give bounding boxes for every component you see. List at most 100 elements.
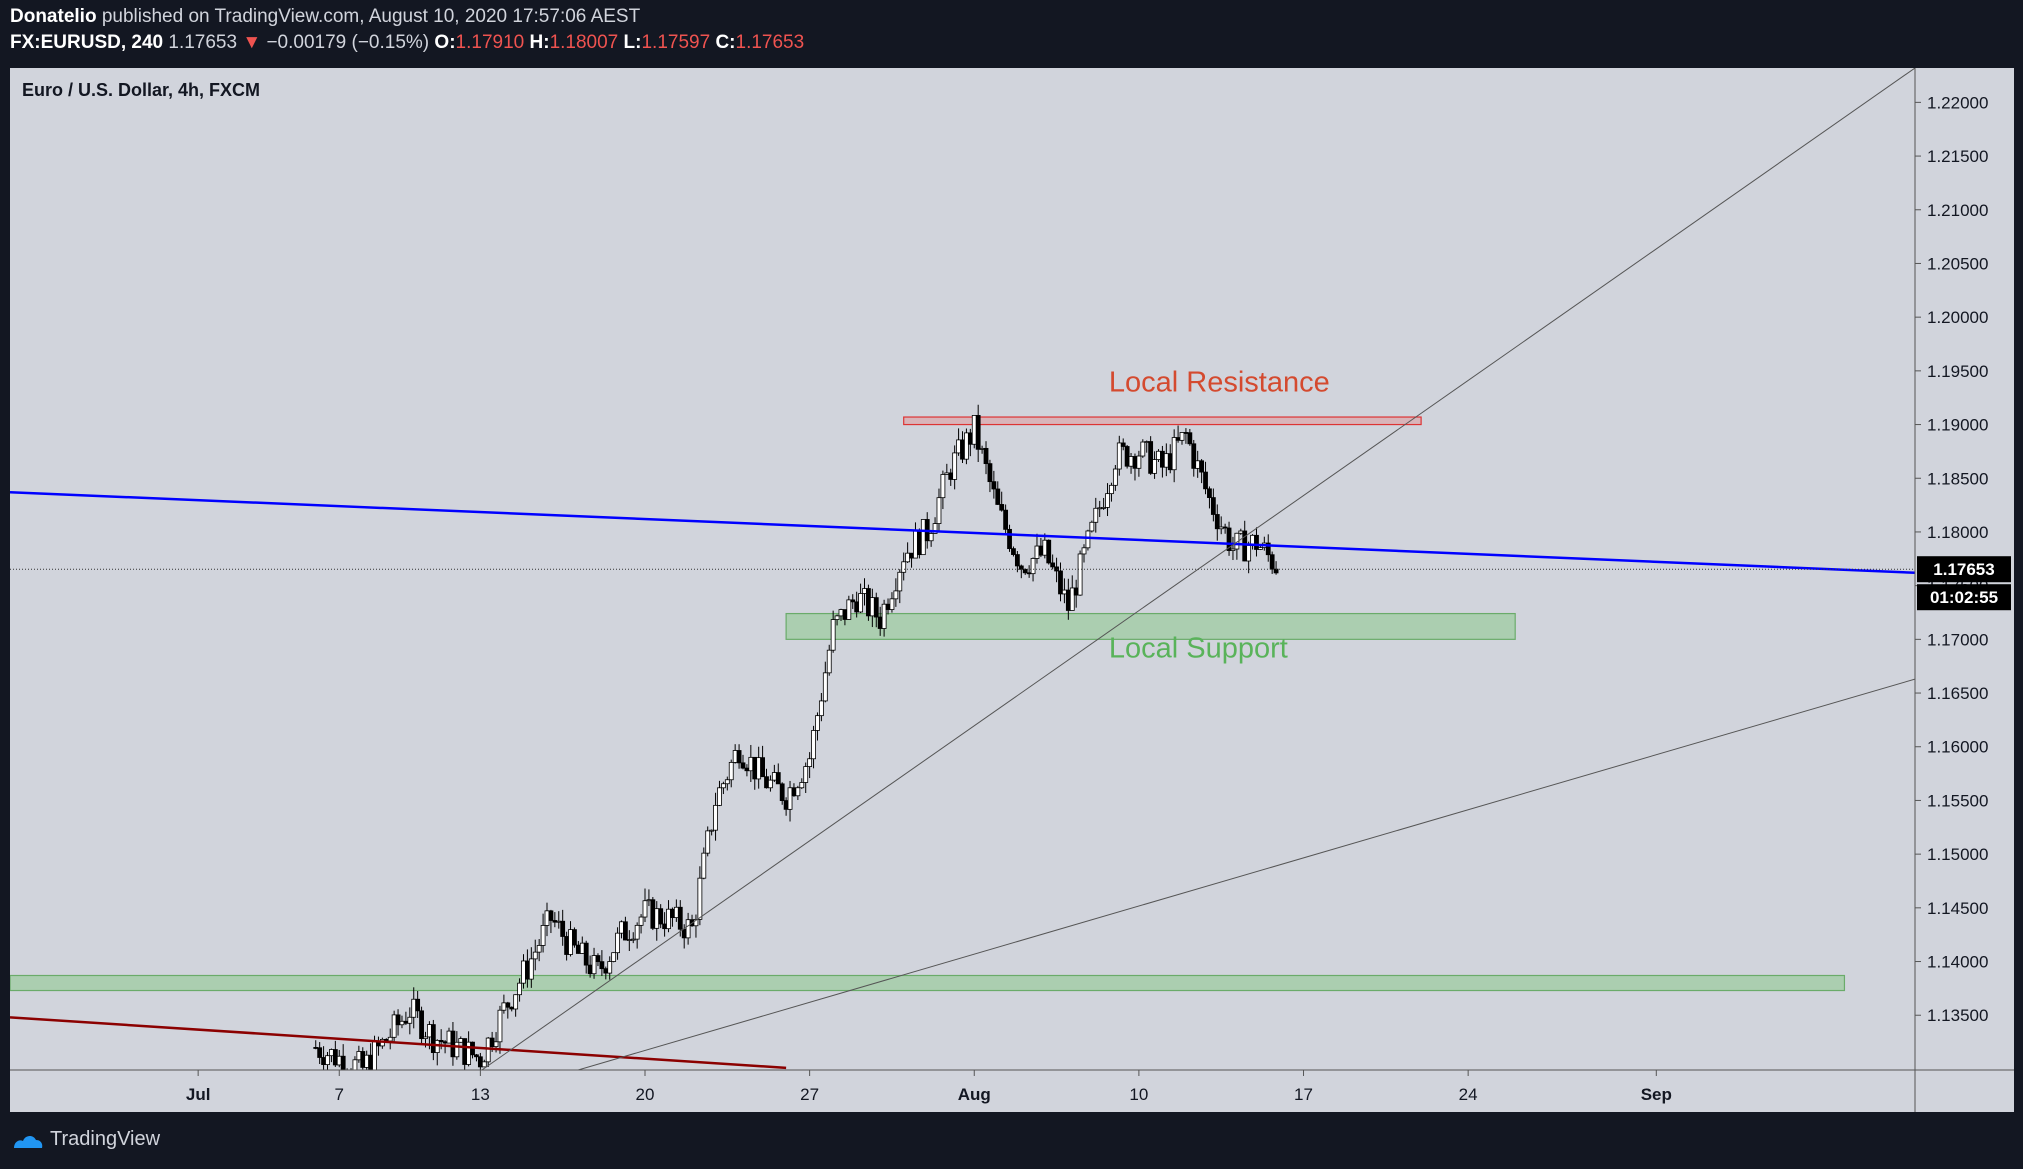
candle xyxy=(764,768,769,789)
candle-body-down xyxy=(1167,453,1173,471)
candle-body-up xyxy=(846,599,852,620)
candle xyxy=(1109,482,1114,502)
candle-body-up xyxy=(697,877,703,920)
candle-body-up xyxy=(446,1030,452,1044)
candle xyxy=(873,592,879,628)
published-text: published on TradingView.com, August 10,… xyxy=(101,6,641,27)
open-value: 1.17910 xyxy=(455,32,525,53)
candle-body-up xyxy=(795,787,801,797)
candle xyxy=(321,1046,326,1070)
candle-body-up xyxy=(654,908,660,929)
candle xyxy=(693,914,699,938)
candle-body-down xyxy=(1011,548,1016,555)
candle-body-up xyxy=(732,750,738,763)
candle-body-down xyxy=(1203,471,1208,490)
candle xyxy=(964,428,969,465)
candle-body-up xyxy=(579,942,585,954)
candle-body-down xyxy=(999,504,1005,511)
candle xyxy=(1054,557,1059,583)
candle-body-down xyxy=(1120,442,1126,447)
publisher-line: Donatelio published on TradingView.com, … xyxy=(10,4,804,30)
y-tick-label: 1.15500 xyxy=(1927,791,1988,810)
candle-body-up xyxy=(807,758,813,767)
candle xyxy=(638,914,644,934)
candle xyxy=(748,744,754,783)
candle xyxy=(626,930,632,951)
candle xyxy=(685,912,691,945)
candle xyxy=(916,528,922,559)
candle-body-up xyxy=(1152,459,1157,474)
candle xyxy=(885,598,891,615)
candle-body-down xyxy=(744,767,750,772)
candle xyxy=(1226,521,1232,556)
candle-body-up xyxy=(615,932,620,954)
candle-body-up xyxy=(1069,587,1075,611)
candle-body-down xyxy=(450,1030,456,1058)
brand-name[interactable]: TradingView xyxy=(50,1128,161,1150)
candle-body-down xyxy=(995,488,1001,505)
candle-body-up xyxy=(372,1041,377,1070)
candle xyxy=(1156,449,1161,462)
candle xyxy=(560,909,566,946)
candle-body-down xyxy=(987,463,993,483)
candle xyxy=(1120,438,1126,451)
x-tick-label: Aug xyxy=(958,1085,991,1104)
candle-body-up xyxy=(787,787,793,810)
candle-body-up xyxy=(540,925,546,946)
candle xyxy=(979,445,985,454)
close-label: C: xyxy=(715,32,736,53)
candle xyxy=(991,470,997,499)
candle-body-down xyxy=(866,588,871,617)
author-name[interactable]: Donatelio xyxy=(10,6,97,27)
candle-body-up xyxy=(897,571,903,592)
candle xyxy=(572,927,577,948)
candle xyxy=(325,1052,330,1070)
candle xyxy=(466,1031,472,1067)
candle-body-up xyxy=(944,472,950,475)
candle xyxy=(1058,562,1063,602)
candle xyxy=(1163,443,1169,477)
plot-area[interactable] xyxy=(10,68,1915,1087)
candle xyxy=(960,431,965,463)
candle xyxy=(368,1043,374,1070)
support-annotation: Local Support xyxy=(1109,633,1288,665)
candle-body-down xyxy=(752,756,758,780)
candle xyxy=(858,583,863,614)
candle xyxy=(936,488,942,533)
candle xyxy=(387,1028,393,1050)
candle xyxy=(599,950,605,977)
candle-body-up xyxy=(345,1074,349,1075)
candle xyxy=(630,932,636,944)
open-label: O: xyxy=(434,32,456,53)
candle-body-up xyxy=(685,919,691,939)
candle xyxy=(1140,439,1146,458)
symbol-label[interactable]: FX:EURUSD, 240 xyxy=(10,32,164,53)
candle-body-down xyxy=(525,960,530,980)
price-chart[interactable]: 1.22000 1.21500 1.21000 1.20500 1.20000 1.195… xyxy=(10,68,2014,1112)
candle-body-up xyxy=(811,730,816,760)
candle xyxy=(799,778,805,790)
candle xyxy=(673,899,679,922)
candle xyxy=(329,1048,334,1063)
candle-body-down xyxy=(1050,562,1056,568)
candle-body-up xyxy=(979,447,985,450)
chart-frame[interactable]: 1.22000 1.21500 1.21000 1.20500 1.20000 1.195… xyxy=(10,68,2014,1112)
candle xyxy=(771,764,777,782)
candle-body-up xyxy=(936,497,942,524)
candle-body-up xyxy=(1112,468,1118,486)
candle xyxy=(893,578,899,607)
candle-body-up xyxy=(1097,507,1103,510)
candle-body-down xyxy=(1199,460,1205,473)
candle-body-up xyxy=(826,649,832,674)
candle-body-up xyxy=(1258,547,1263,550)
candle-body-down xyxy=(552,920,558,923)
candle xyxy=(1187,428,1193,446)
candle-body-down xyxy=(960,439,965,460)
candle-body-up xyxy=(964,432,969,460)
candle-body-up xyxy=(325,1055,330,1066)
candle-body-up xyxy=(607,961,613,974)
candle-body-up xyxy=(391,1014,397,1038)
candle-body-up xyxy=(1077,553,1083,596)
blue-descending-trendline xyxy=(10,490,1915,575)
last-price: 1.17653 xyxy=(168,32,238,53)
